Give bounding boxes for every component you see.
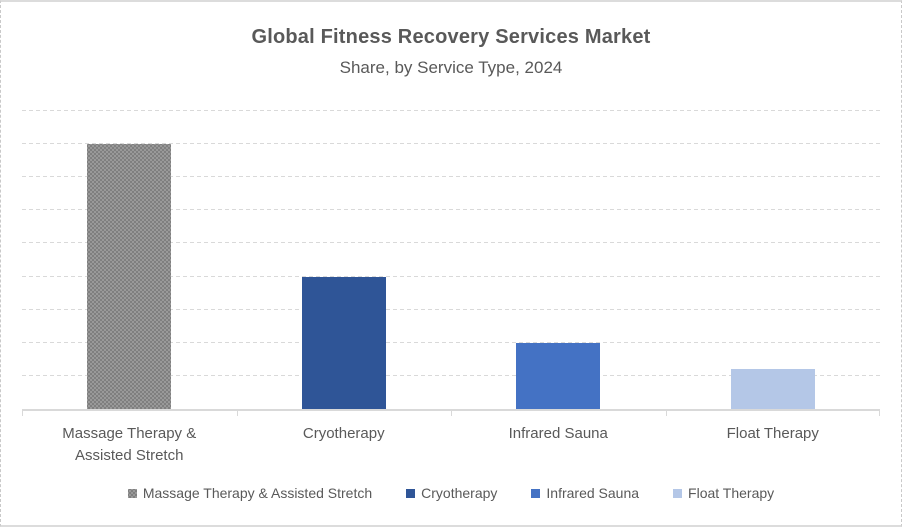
gridline-20	[22, 275, 880, 277]
gridline-15	[22, 308, 880, 310]
legend-marker-cryotherapy	[406, 488, 416, 498]
axis-tick-0	[22, 411, 23, 416]
legend-marker-massage-therapy	[127, 488, 137, 498]
gridline-10	[22, 341, 880, 343]
gridline-25	[22, 242, 880, 244]
legend-item-infrared-sauna: Infrared Sauna	[531, 485, 639, 501]
bars-group	[22, 111, 880, 409]
bar-slot-massage-therapy	[22, 111, 237, 409]
gridline-35	[22, 176, 880, 178]
bar-slot-cryotherapy	[237, 111, 452, 409]
x-label-massage-therapy: Massage Therapy & Assisted Stretch	[62, 425, 197, 464]
legend-item-cryotherapy: Cryotherapy	[406, 485, 497, 501]
bar-massage-therapy-assisted-stretch	[87, 144, 172, 409]
axis-tick-1	[236, 411, 238, 416]
x-label-cryotherapy: Cryotherapy	[302, 425, 385, 442]
axis-tick-2	[451, 411, 452, 416]
legend: Massage Therapy & Assisted Stretch Cryot…	[1, 485, 901, 501]
gridline-45	[22, 110, 880, 111]
legend-label-infrared-sauna: Infrared Sauna	[546, 485, 640, 501]
axis-tick-3	[665, 411, 667, 416]
x-label-float-therapy: Float Therapy	[726, 425, 819, 442]
axis-tick-4	[879, 411, 880, 416]
legend-item-massage-therapy: Massage Therapy & Assisted Stretch	[127, 485, 373, 501]
gridline-5	[22, 374, 880, 376]
plot-area	[22, 110, 880, 416]
gridline-40	[22, 143, 880, 145]
legend-marker-float-therapy	[673, 488, 683, 498]
bar-float-therapy	[730, 369, 815, 409]
legend-item-float-therapy: Float Therapy	[673, 485, 774, 501]
bar-infrared-sauna	[516, 342, 601, 409]
x-axis-labels: Massage Therapy & Assisted Stretch Cryot…	[22, 423, 880, 467]
legend-marker-infrared-sauna	[531, 488, 541, 498]
chart-title: Global Fitness Recovery Services Market	[251, 26, 651, 48]
bar-slot-float-therapy	[666, 111, 881, 409]
legend-label-float-therapy: Float Therapy	[688, 485, 775, 501]
legend-label-massage-therapy: Massage Therapy & Assisted Stretch	[142, 485, 373, 501]
legend-label-cryotherapy: Cryotherapy	[421, 485, 498, 501]
bar-cryotherapy	[301, 276, 386, 409]
x-label-infrared-sauna: Infrared Sauna	[508, 425, 608, 442]
gridline-30	[22, 209, 880, 211]
chart-subtitle: Share, by Service Type, 2024	[339, 58, 563, 77]
bar-slot-infrared-sauna	[451, 111, 666, 409]
